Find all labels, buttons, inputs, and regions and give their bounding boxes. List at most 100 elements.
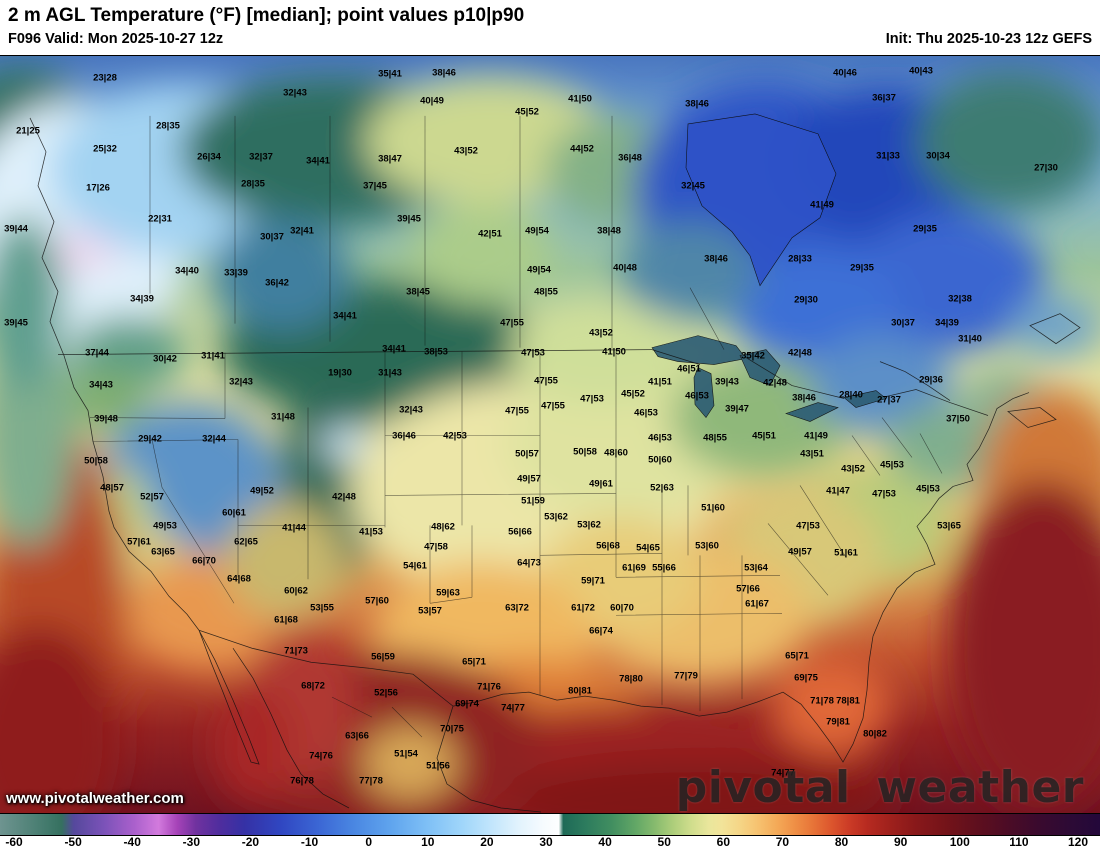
- station-value: 36|48: [618, 152, 642, 164]
- station-value: 39|48: [94, 413, 118, 425]
- station-value: 36|42: [265, 277, 289, 289]
- station-value: 49|61: [589, 478, 613, 490]
- station-value: 32|38: [948, 293, 972, 305]
- valid-time-label: F096 Valid: Mon 2025-10-27 12z: [8, 31, 224, 47]
- east-coastline: [872, 392, 1030, 637]
- station-value: 49|54: [525, 225, 549, 237]
- station-value: 42|51: [478, 228, 502, 240]
- station-value: 38|46: [704, 253, 728, 265]
- station-value: 47|53: [796, 520, 820, 532]
- temperature-field: [0, 66, 1100, 813]
- station-value: 46|53: [685, 390, 709, 402]
- station-value: 42|48: [332, 491, 356, 503]
- station-value: 50|60: [648, 454, 672, 466]
- station-value: 63|65: [151, 546, 175, 558]
- station-value: 41|51: [648, 376, 672, 388]
- colorbar-tick-label: 120: [1067, 835, 1089, 849]
- station-value: 60|61: [222, 507, 246, 519]
- station-value: 45|52: [621, 388, 645, 400]
- station-values-layer: 23|28 32|43 35|41 38|46 40|49 45|52 41|50 38|46…: [0, 56, 1100, 813]
- station-value: 34|41: [333, 310, 357, 322]
- station-value: 64|73: [517, 557, 541, 569]
- station-value: 44|52: [570, 143, 594, 155]
- station-value: 31|41: [201, 350, 225, 362]
- station-value: 63|66: [345, 730, 369, 742]
- station-value: 32|43: [283, 87, 307, 99]
- station-value: 21|25: [16, 125, 40, 137]
- colorbar: -60 -50 -40 -30 -20 -10 0 10 20 30 40 50 60 70 80 90 100…: [0, 813, 1100, 850]
- station-value: 37|50: [946, 413, 970, 425]
- colorbar-tick-label: 100: [949, 835, 970, 849]
- station-value: 39|47: [725, 403, 749, 415]
- station-value: 49|52: [250, 485, 274, 497]
- lake-ontario: [843, 390, 887, 408]
- station-value: 28|40: [839, 389, 863, 401]
- station-value: 51|56: [426, 760, 450, 772]
- station-value: 46|53: [634, 407, 658, 419]
- station-value: 57|61: [127, 536, 151, 548]
- station-value: 23|28: [93, 72, 117, 84]
- us-canada-border: [57, 349, 653, 355]
- station-value: 32|44: [202, 433, 226, 445]
- station-value: 50|58: [84, 455, 108, 467]
- station-value: 51|59: [521, 495, 545, 507]
- boundaries: [29, 115, 1081, 813]
- station-value: 65|71: [462, 656, 486, 668]
- station-value: 74|77: [501, 702, 525, 714]
- station-value: 30|37: [260, 231, 284, 243]
- station-value: 43|52: [589, 327, 613, 339]
- station-value: 47|55: [505, 405, 529, 417]
- station-value: 63|72: [505, 602, 529, 614]
- station-value: 80|82: [863, 728, 887, 740]
- station-value: 49|57: [788, 546, 812, 558]
- colorbar-tick-label: -40: [123, 835, 141, 849]
- watermark: www.pivotalweather.com: [6, 790, 184, 807]
- station-value: 19|30: [328, 367, 352, 379]
- station-value: 56|68: [596, 540, 620, 552]
- station-value: 51|60: [701, 502, 725, 514]
- station-value: 46|51: [677, 363, 701, 375]
- colorbar-tick-label: 30: [539, 835, 553, 849]
- colorbar-gradient: [0, 814, 1100, 836]
- station-value: 28|35: [241, 178, 265, 190]
- station-value: 41|50: [602, 346, 626, 358]
- station-value: 56|59: [371, 651, 395, 663]
- station-value: 57|60: [365, 595, 389, 607]
- station-value: 47|58: [424, 541, 448, 553]
- station-value: 40|43: [909, 65, 933, 77]
- station-value: 26|34: [197, 151, 221, 163]
- station-value: 37|44: [85, 347, 109, 359]
- station-value: 47|53: [580, 393, 604, 405]
- station-value: 56|66: [508, 526, 532, 538]
- colorbar-tick-label: 90: [893, 835, 908, 849]
- station-value: 40|48: [613, 262, 637, 274]
- station-value: 74|77: [771, 767, 795, 779]
- station-value: 29|42: [138, 433, 162, 445]
- station-value: 77|79: [674, 670, 698, 682]
- station-value: 48|62: [431, 521, 455, 533]
- station-value: 66|74: [589, 625, 613, 637]
- station-value: 29|35: [850, 262, 874, 274]
- station-value: 61|72: [571, 602, 595, 614]
- init-time-label: Init: Thu 2025-10-23 12z GEFS: [885, 31, 1092, 47]
- station-value: 49|53: [153, 520, 177, 532]
- station-value: 62|65: [234, 536, 258, 548]
- lake-superior: [651, 335, 747, 365]
- station-value: 34|43: [89, 379, 113, 391]
- map-title: 2 m AGL Temperature (°F) [median]; point…: [8, 5, 525, 26]
- station-value: 53|62: [577, 519, 601, 531]
- station-value: 36|46: [392, 430, 416, 442]
- colorbar-tick-label: 80: [834, 835, 849, 849]
- station-value: 48|57: [100, 482, 124, 494]
- station-value: 77|78: [359, 775, 383, 787]
- station-value: 65|71: [785, 650, 809, 662]
- station-value: 30|42: [153, 353, 177, 365]
- station-value: 60|62: [284, 585, 308, 597]
- station-value: 47|53: [521, 347, 545, 359]
- station-value: 32|37: [249, 151, 273, 163]
- station-value: 41|49: [804, 430, 828, 442]
- station-value: 53|65: [937, 520, 961, 532]
- station-value: 50|57: [515, 448, 539, 460]
- station-value: 47|53: [872, 488, 896, 500]
